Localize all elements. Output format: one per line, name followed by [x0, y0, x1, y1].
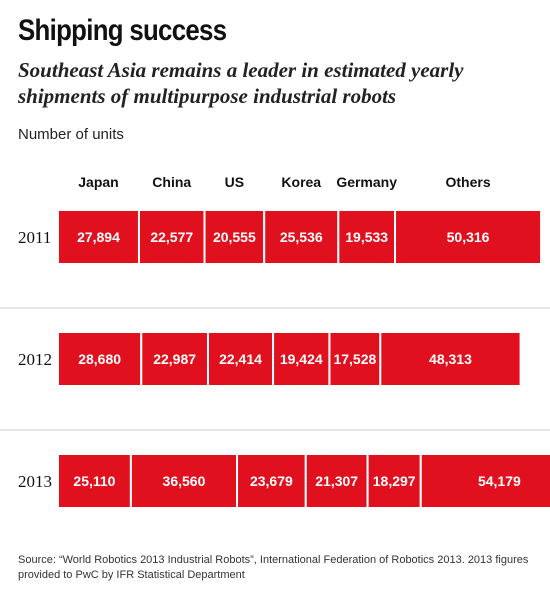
value-label-korea-2012: 19,424	[280, 351, 323, 367]
chart-title: Shipping success	[18, 14, 227, 47]
value-label-japan-2012: 28,680	[78, 351, 121, 367]
series-header-others: Others	[445, 174, 490, 190]
year-label-2011: 2011	[18, 228, 51, 247]
bar-row-2012: 2012 28,680 22,987 22,414 19,424 17,528 48,313	[18, 331, 522, 387]
value-label-china-2011: 22,577	[150, 229, 193, 245]
series-header-korea: Korea	[281, 174, 321, 190]
row-dividers	[0, 307, 550, 431]
bar-segment-others-2013	[419, 453, 550, 509]
value-label-china-2013: 36,560	[163, 473, 206, 489]
series-header-china: China	[152, 174, 191, 190]
bar-segment-others-2011	[394, 209, 543, 265]
bar-row-2011: 2011 27,894 22,577 20,555 25,536 19,533 50,316	[18, 209, 543, 265]
value-label-korea-2013: 21,307	[315, 473, 358, 489]
bar-segment-china-2011	[137, 209, 206, 265]
bar-segment-germany-2012	[328, 331, 382, 387]
chart-subtitle: Southeast Asia remains a leader in estim…	[18, 58, 464, 108]
bar-segment-korea-2012	[272, 331, 331, 387]
bar-segment-korea-2011	[263, 209, 340, 265]
value-label-japan-2011: 27,894	[77, 229, 120, 245]
value-label-us-2011: 20,555	[213, 229, 256, 245]
value-label-us-2012: 22,414	[219, 351, 262, 367]
bar-rows: 2011 27,894 22,577 20,555 25,536 19,533 50,316…	[18, 209, 550, 509]
series-header-japan: Japan	[78, 174, 118, 190]
bar-segment-germany-2013	[366, 453, 422, 509]
value-label-others-2013: 54,179	[478, 473, 521, 489]
value-label-korea-2011: 25,536	[280, 229, 323, 245]
series-header-us: US	[225, 174, 244, 190]
bar-segment-korea-2013	[304, 453, 369, 509]
value-label-japan-2013: 25,110	[73, 473, 115, 489]
value-label-germany-2012: 17,528	[333, 351, 376, 367]
bar-segment-us-2012	[206, 331, 275, 387]
bar-segment-japan-2011	[57, 209, 140, 265]
bar-segment-china-2012	[140, 331, 209, 387]
year-label-2013: 2013	[18, 472, 52, 491]
series-header-germany: Germany	[336, 174, 397, 190]
value-label-germany-2011: 19,533	[345, 229, 388, 245]
value-label-us-2013: 23,679	[250, 473, 293, 489]
year-label-2012: 2012	[18, 350, 52, 369]
value-label-others-2012: 48,313	[429, 351, 472, 367]
bar-segment-others-2012	[379, 331, 522, 387]
value-label-germany-2013: 18,297	[373, 473, 416, 489]
bar-row-2013: 2013 25,110 36,560 23,679 21,307 18,297 54,179	[18, 453, 550, 509]
source-footnote: Source: “World Robotics 2013 Industrial …	[18, 554, 529, 581]
series-headers: Japan China US Korea Germany Others	[78, 174, 491, 190]
value-label-china-2012: 22,987	[153, 351, 196, 367]
unit-label: Number of units	[18, 126, 124, 143]
value-label-others-2011: 50,316	[447, 229, 490, 245]
